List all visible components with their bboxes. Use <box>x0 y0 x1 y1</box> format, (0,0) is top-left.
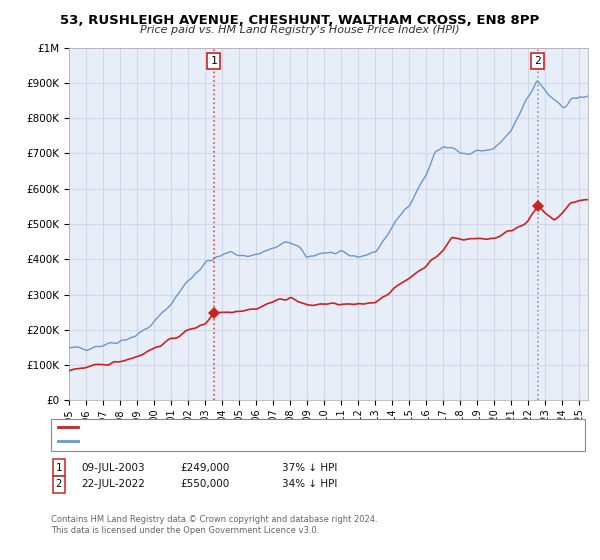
Text: 09-JUL-2003: 09-JUL-2003 <box>81 463 145 473</box>
Text: 2: 2 <box>535 56 541 66</box>
Text: Contains HM Land Registry data © Crown copyright and database right 2024.: Contains HM Land Registry data © Crown c… <box>51 515 377 524</box>
Text: 53, RUSHLEIGH AVENUE, CHESHUNT, WALTHAM CROSS, EN8 8PP (detached house): 53, RUSHLEIGH AVENUE, CHESHUNT, WALTHAM … <box>83 422 488 432</box>
Text: £249,000: £249,000 <box>180 463 229 473</box>
Text: 1: 1 <box>56 463 62 473</box>
Text: £550,000: £550,000 <box>180 479 229 489</box>
Text: 1: 1 <box>211 56 217 66</box>
Text: 2: 2 <box>56 479 62 489</box>
Text: 34% ↓ HPI: 34% ↓ HPI <box>282 479 337 489</box>
Text: 53, RUSHLEIGH AVENUE, CHESHUNT, WALTHAM CROSS, EN8 8PP: 53, RUSHLEIGH AVENUE, CHESHUNT, WALTHAM … <box>61 14 539 27</box>
Text: HPI: Average price, detached house, Broxbourne: HPI: Average price, detached house, Brox… <box>83 436 320 446</box>
Text: 22-JUL-2022: 22-JUL-2022 <box>81 479 145 489</box>
Text: Price paid vs. HM Land Registry's House Price Index (HPI): Price paid vs. HM Land Registry's House … <box>140 25 460 35</box>
Text: This data is licensed under the Open Government Licence v3.0.: This data is licensed under the Open Gov… <box>51 526 319 535</box>
Text: 37% ↓ HPI: 37% ↓ HPI <box>282 463 337 473</box>
